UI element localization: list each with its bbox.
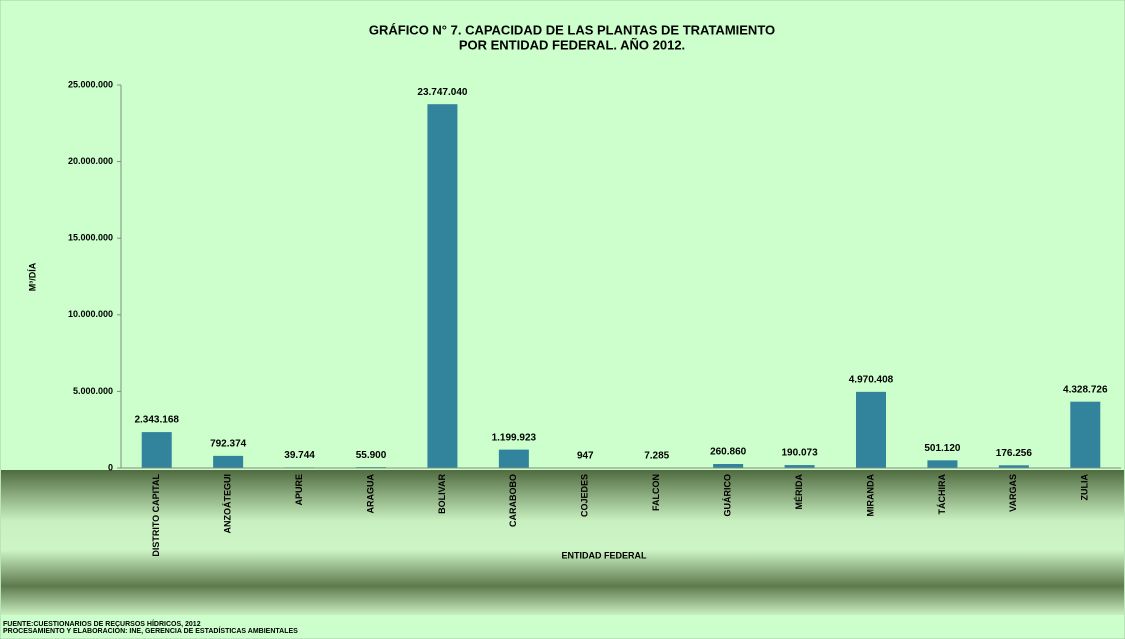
x-tick-label: TÁCHIRA [937,474,947,515]
bar [856,391,886,468]
footer: FUENTE:CUESTIONARIOS DE RECURSOS HÍDRICO… [3,619,201,628]
y-tick-label: 10.000.000 [68,309,113,319]
y-axis-label: M³/DÍA [27,262,37,291]
value-label: 55.900 [356,450,387,461]
x-tick-label: COJEDES [580,474,590,517]
y-tick-label: 25.000.000 [68,79,113,89]
bar [927,460,958,468]
value-label: 2.343.168 [134,415,179,426]
value-label: 190.073 [781,448,818,459]
y-tick-label: 0 [108,462,113,472]
y-tick-label: 15.000.000 [68,233,113,243]
bar [1070,401,1101,468]
x-tick-label: CARABOBO [508,474,518,527]
x-tick-label: ZULIA [1080,474,1090,501]
bar [427,104,458,469]
value-label: 501.120 [924,443,961,454]
value-label: 176.256 [996,448,1033,459]
bar [713,464,744,468]
y-tick-label: 20.000.000 [68,156,113,166]
value-label: 23.747.040 [417,87,467,98]
value-label: 4.970.408 [849,374,894,385]
x-tick-label: ARAGUA [365,474,375,514]
y-tick-label: 5.000.000 [73,386,113,396]
value-label: 792.374 [210,439,247,450]
bar [498,449,529,468]
value-label: 39.744 [284,450,315,461]
value-label: 7.285 [644,451,669,462]
footer: PROCESAMIENTO Y ELABORACIÓN: INE, GERENC… [3,626,298,635]
x-tick-label: VARGAS [1008,474,1018,512]
x-tick-label: BOLIVAR [437,474,447,514]
chart-title: GRÁFICO N° 7. CAPACIDAD DE LAS PLANTAS D… [369,22,775,37]
value-label: 4.328.726 [1063,384,1108,395]
x-tick-label: DISTRITO CAPITAL [151,474,161,557]
bar [998,465,1029,468]
x-tick-label: MIRANDA [865,474,875,517]
x-tick-label: GUÁRICO [723,474,733,517]
bar [213,455,244,468]
x-axis-label: ENTIDAD FEDERAL [562,550,648,560]
x-tick-label: APURE [294,474,304,506]
value-label: 1.199.923 [492,432,537,443]
bar [784,465,815,468]
bar [141,432,172,468]
value-label: 260.860 [710,447,747,458]
x-tick-label: ANZOÁTEGUI [223,474,233,534]
x-tick-label: FALCON [651,474,661,511]
value-label: 947 [577,451,594,462]
gradient-band [1,470,1124,615]
chart-title: POR ENTIDAD FEDERAL. AÑO 2012. [459,37,685,52]
x-tick-label: MÉRIDA [794,474,804,510]
